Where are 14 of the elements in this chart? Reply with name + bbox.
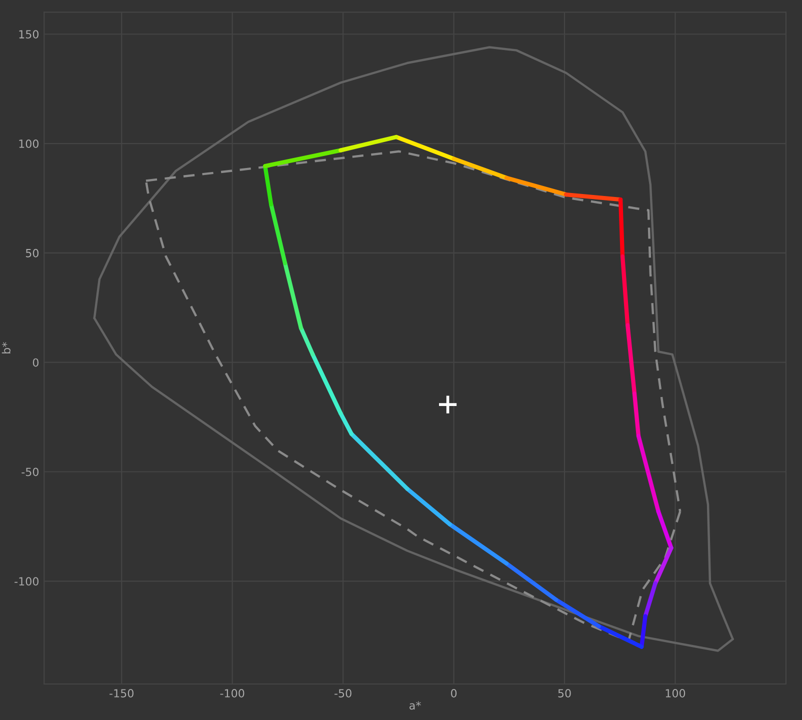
y-axis-title: b*	[2, 342, 10, 354]
x-tick-label: 100	[666, 689, 686, 698]
x-axis-title: a*	[410, 701, 421, 710]
y-tick-label: -100	[14, 577, 39, 586]
y-tick-label: 50	[26, 248, 39, 258]
x-tick-label: -50	[334, 689, 352, 698]
y-tick-label: -50	[22, 468, 39, 476]
x-tick-label: -100	[220, 689, 244, 698]
y-tick-label: 150	[19, 30, 39, 38]
x-tick-label: 0	[450, 689, 457, 698]
y-tick-label: 0	[32, 358, 39, 367]
x-tick-label: -150	[110, 689, 134, 698]
x-tick-label: 50	[558, 689, 571, 698]
y-tick-label: 100	[19, 140, 39, 148]
